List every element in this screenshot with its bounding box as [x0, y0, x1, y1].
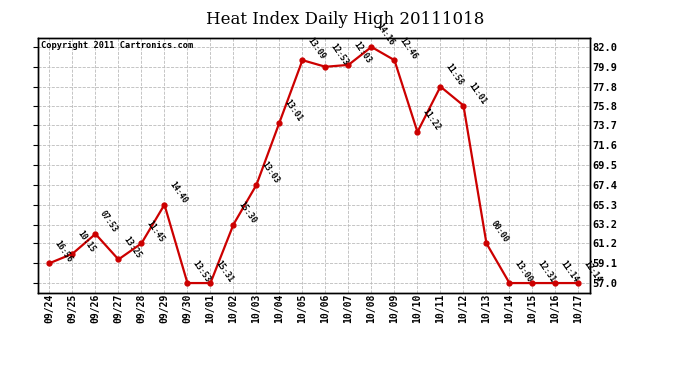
Text: 16:56: 16:56 [52, 239, 74, 264]
Text: 13:00: 13:00 [512, 258, 533, 284]
Text: 12:31: 12:31 [535, 258, 557, 284]
Text: 14:40: 14:40 [167, 180, 188, 205]
Text: 13:25: 13:25 [121, 235, 143, 260]
Text: 15:30: 15:30 [236, 200, 257, 225]
Text: 00:00: 00:00 [489, 219, 511, 244]
Text: 07:53: 07:53 [98, 209, 119, 234]
Text: 11:01: 11:01 [466, 81, 488, 106]
Text: 15:31: 15:31 [213, 258, 235, 284]
Text: 11:22: 11:22 [420, 107, 442, 132]
Text: 11:14: 11:14 [558, 258, 580, 284]
Text: 12:03: 12:03 [351, 40, 373, 66]
Text: 11:58: 11:58 [443, 62, 464, 87]
Text: 12:53: 12:53 [328, 42, 350, 68]
Text: Heat Index Daily High 20111018: Heat Index Daily High 20111018 [206, 11, 484, 28]
Text: 13:01: 13:01 [282, 98, 304, 123]
Text: Copyright 2011 Cartronics.com: Copyright 2011 Cartronics.com [41, 41, 193, 50]
Text: 14:16: 14:16 [374, 22, 395, 48]
Text: 12:14: 12:14 [581, 258, 602, 284]
Text: 13:09: 13:09 [305, 36, 326, 61]
Text: 11:45: 11:45 [144, 219, 166, 244]
Text: 13:53: 13:53 [190, 258, 212, 284]
Text: 10:15: 10:15 [75, 229, 97, 254]
Text: 13:03: 13:03 [259, 160, 281, 186]
Text: 12:46: 12:46 [397, 36, 419, 61]
